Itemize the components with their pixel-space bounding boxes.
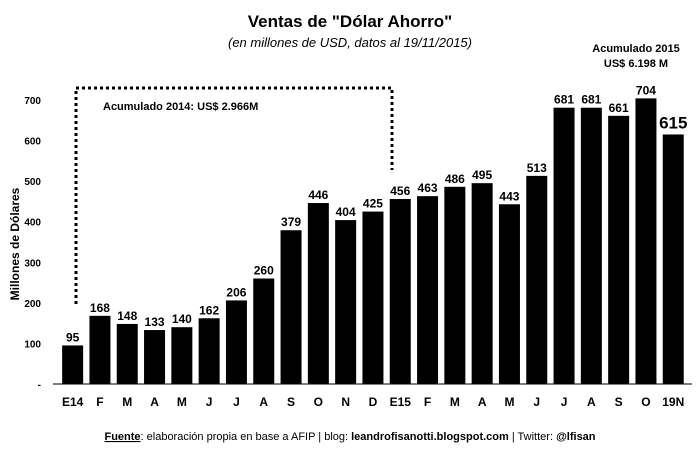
bars-group: [62, 98, 684, 385]
y-tick-label: 600: [24, 137, 41, 148]
x-tick-label: A: [587, 395, 596, 409]
x-tick-label: O: [314, 395, 323, 409]
footer-fuente-text: : elaboración propia en base a AFIP | bl…: [141, 431, 352, 443]
x-tick-label: 19N: [662, 395, 684, 409]
x-tick-label: S: [287, 395, 295, 409]
x-tick-label: F: [424, 395, 431, 409]
x-tick-label: A: [478, 395, 487, 409]
bar-data-label: 168: [90, 301, 110, 315]
y-tick-label: 200: [24, 299, 41, 310]
bar-data-label: 133: [145, 315, 165, 329]
acumulado-2015-label: Acumulado 2015: [592, 43, 679, 55]
bar: [662, 134, 684, 384]
bar: [307, 203, 329, 384]
x-tick-label: J: [206, 395, 213, 409]
bar-data-label: 379: [281, 215, 301, 229]
bar: [526, 175, 548, 384]
acumulado-2015-value: US$ 6.198 M: [604, 58, 668, 70]
x-tick-label: A: [259, 395, 268, 409]
bar: [225, 300, 247, 384]
y-tick-label: 400: [24, 218, 41, 229]
bar: [116, 323, 138, 384]
y-tick-label: 500: [24, 177, 41, 188]
x-tick-label: F: [96, 395, 103, 409]
y-tick-label: -: [38, 380, 41, 391]
x-axis-labels-group: E14 F M A M J J A S O N D E15 F M A M J J A S O 19N: [62, 395, 684, 409]
bar-data-label: 615: [659, 113, 687, 132]
bar: [89, 315, 111, 384]
bar-data-label: 140: [172, 312, 192, 326]
x-tick-label: M: [450, 395, 460, 409]
bar-data-label: 425: [363, 197, 383, 211]
footer-text: Fuente: elaboración propia en base a AFI…: [104, 431, 595, 443]
acumulado-2014-bracket: [74, 86, 394, 304]
bar: [417, 196, 439, 384]
bar-data-label: 95: [66, 330, 80, 344]
y-tick-label: 100: [24, 339, 41, 350]
footer-fuente-label: Fuente: [104, 431, 140, 443]
footer-twitter-handle[interactable]: @lfisan: [556, 431, 596, 443]
bar-data-label: 704: [636, 83, 656, 97]
bar-data-label: 681: [554, 93, 574, 107]
bar-data-label: 486: [445, 172, 465, 186]
bar: [144, 330, 166, 384]
bar: [280, 230, 302, 384]
bar: [389, 198, 411, 384]
x-tick-label: J: [561, 395, 568, 409]
bar: [608, 115, 630, 384]
bar-data-label: 404: [336, 205, 356, 219]
y-tick-label: 300: [24, 258, 41, 269]
bar-data-label: 446: [308, 188, 328, 202]
bar: [580, 107, 602, 385]
x-tick-label: E15: [390, 395, 412, 409]
bar: [471, 183, 493, 384]
bar: [335, 220, 357, 384]
data-labels-group: 95 168 148 133 140 162 206 260 379 446 404 425 456 46…: [66, 83, 687, 344]
chart-subtitle: (en millones de USD, datos al 19/11/2015…: [228, 35, 472, 50]
bar-data-label: 260: [254, 264, 274, 278]
bar: [635, 98, 657, 385]
bar: [498, 204, 520, 384]
x-tick-label: J: [533, 395, 540, 409]
acumulado-2014-label: Acumulado 2014: US$ 2.966M: [103, 101, 258, 113]
x-tick-label: M: [177, 395, 187, 409]
chart-title: Ventas de "Dólar Ahorro": [248, 12, 452, 31]
y-axis-ticks: - 100 200 300 400 500 600 700: [24, 96, 41, 391]
bar-data-label: 443: [499, 189, 519, 203]
x-tick-label: M: [504, 395, 514, 409]
bar-data-label: 681: [581, 93, 601, 107]
x-tick-label: E14: [62, 395, 84, 409]
x-tick-label: O: [641, 395, 650, 409]
y-tick-label: 700: [24, 96, 41, 107]
footer-blog-link[interactable]: leandrofisanotti.blogspot.com: [351, 431, 509, 443]
x-tick-label: M: [122, 395, 132, 409]
x-tick-label: S: [615, 395, 623, 409]
y-axis-label: Millones de Dólares: [8, 187, 22, 300]
bar: [171, 327, 193, 384]
x-tick-label: A: [150, 395, 159, 409]
bar: [253, 278, 275, 384]
footer-twitter-text: | Twitter:: [509, 431, 556, 443]
x-tick-label: N: [341, 395, 350, 409]
bar-data-label: 148: [117, 309, 137, 323]
bar: [553, 107, 575, 385]
x-tick-label: D: [369, 395, 378, 409]
bar-data-label: 162: [199, 303, 219, 317]
bar: [62, 345, 84, 384]
bar-data-label: 513: [527, 161, 547, 175]
bar: [444, 186, 466, 384]
bar: [362, 211, 384, 384]
bar-data-label: 495: [472, 168, 492, 182]
bar-data-label: 206: [226, 285, 246, 299]
bar-data-label: 661: [609, 101, 629, 115]
x-tick-label: J: [233, 395, 240, 409]
bar: [198, 318, 220, 384]
bar-data-label: 463: [418, 181, 438, 195]
bar-data-label: 456: [390, 184, 410, 198]
